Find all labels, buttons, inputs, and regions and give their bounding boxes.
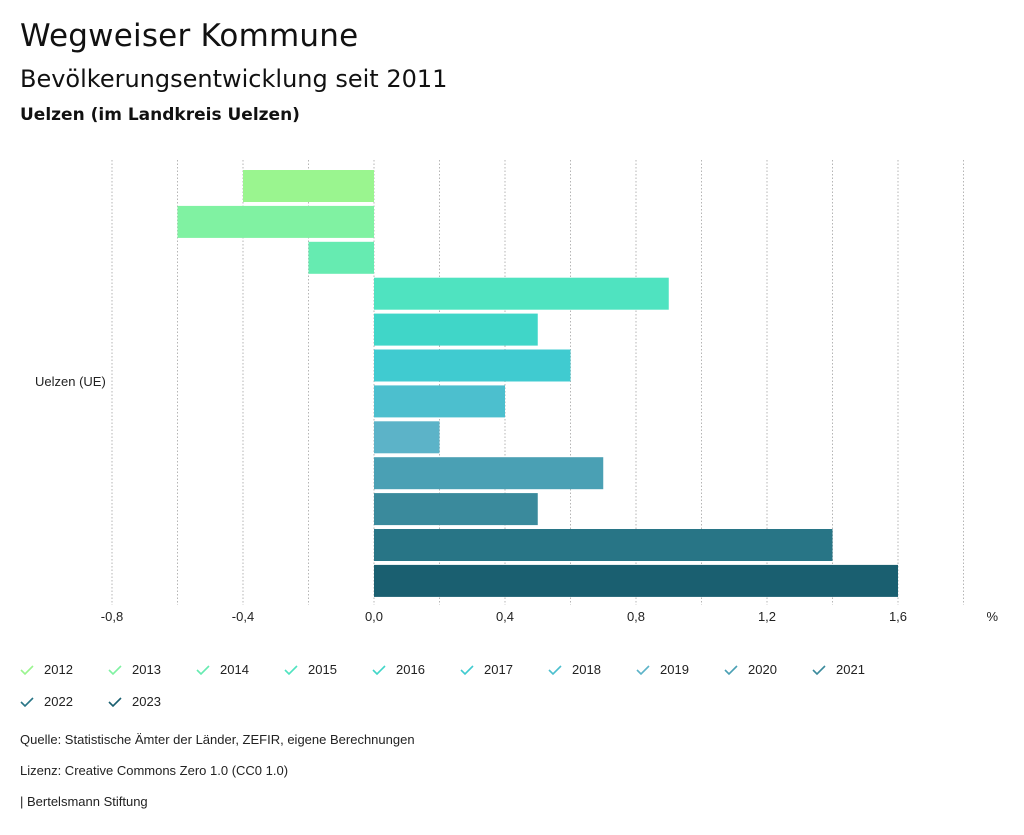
x-tick-label: 0,4 bbox=[496, 609, 514, 624]
legend-label: 2016 bbox=[396, 662, 425, 677]
check-icon bbox=[108, 665, 122, 676]
legend-label: 2018 bbox=[572, 662, 601, 677]
x-tick-label: 0,0 bbox=[365, 609, 383, 624]
region-label: Uelzen (im Landkreis Uelzen) bbox=[20, 105, 300, 125]
legend-label: 2023 bbox=[132, 694, 161, 709]
source-note: Quelle: Statistische Ämter der Länder, Z… bbox=[20, 732, 415, 747]
legend-label: 2012 bbox=[44, 662, 73, 677]
category-label: Uelzen (UE) bbox=[35, 374, 106, 389]
bar-2021 bbox=[374, 493, 538, 526]
bar-2023 bbox=[374, 564, 898, 597]
x-tick-label: 1,6 bbox=[889, 609, 907, 624]
legend-label: 2022 bbox=[44, 694, 73, 709]
legend-label: 2021 bbox=[836, 662, 865, 677]
check-icon bbox=[372, 665, 386, 676]
check-icon bbox=[460, 665, 474, 676]
bar-2020 bbox=[374, 457, 604, 490]
bar-2017 bbox=[374, 349, 571, 382]
bar-2012 bbox=[243, 170, 374, 202]
x-unit-label: % bbox=[986, 609, 998, 624]
check-icon bbox=[20, 665, 34, 676]
bar-2022 bbox=[374, 529, 833, 561]
check-icon bbox=[108, 697, 122, 708]
page-title: Wegweiser Kommune bbox=[20, 18, 359, 54]
chart-subtitle: Bevölkerungsentwicklung seit 2011 bbox=[20, 65, 448, 93]
publisher-note: | Bertelsmann Stiftung bbox=[20, 794, 148, 809]
check-icon bbox=[812, 665, 826, 676]
x-tick-label: -0,8 bbox=[101, 609, 123, 624]
bar-2018 bbox=[374, 385, 505, 418]
check-icon bbox=[284, 665, 298, 676]
bar-2013 bbox=[177, 205, 374, 238]
bar-2015 bbox=[374, 277, 669, 310]
legend-label: 2015 bbox=[308, 662, 337, 677]
x-tick-label: 0,8 bbox=[627, 609, 645, 624]
bar-2016 bbox=[374, 313, 538, 346]
license-note: Lizenz: Creative Commons Zero 1.0 (CC0 1… bbox=[20, 763, 289, 778]
legend-label: 2013 bbox=[132, 662, 161, 677]
check-icon bbox=[724, 665, 738, 676]
legend-label: 2020 bbox=[748, 662, 777, 677]
legend-label: 2014 bbox=[220, 662, 249, 677]
bar-2014 bbox=[308, 241, 374, 274]
bar-chart: Uelzen (UE) -0,8 -0,4 0,0 0,4 0,8 1,2 1,6% bbox=[35, 160, 998, 624]
check-icon bbox=[20, 697, 34, 708]
check-icon bbox=[196, 665, 210, 676]
x-tick-label: -0,4 bbox=[232, 609, 254, 624]
legend-label: 2019 bbox=[660, 662, 689, 677]
check-icon bbox=[636, 665, 650, 676]
check-icon bbox=[548, 665, 562, 676]
bar-2019 bbox=[374, 421, 440, 454]
x-tick-label: 1,2 bbox=[758, 609, 776, 624]
legend-label: 2017 bbox=[484, 662, 513, 677]
